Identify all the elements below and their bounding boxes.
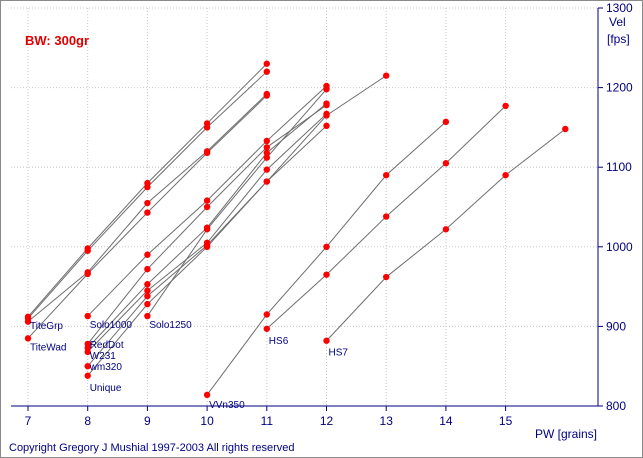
data-point bbox=[84, 363, 91, 370]
data-point bbox=[84, 372, 91, 379]
data-point bbox=[144, 287, 151, 294]
data-point bbox=[203, 197, 211, 204]
data-point bbox=[263, 311, 270, 318]
y-tick-label: 1300 bbox=[606, 1, 633, 15]
data-point bbox=[383, 72, 390, 79]
data-point bbox=[144, 292, 151, 300]
y-axis-label-line2: [fps] bbox=[607, 32, 630, 46]
data-point bbox=[323, 85, 330, 93]
data-point bbox=[203, 391, 211, 399]
y-tick-label: 900 bbox=[606, 319, 626, 333]
axes: 7 8 9 10 11 12 13 14 15 800 900 1000 1100 1200 1300 bbox=[11, 1, 633, 428]
data-point bbox=[263, 92, 270, 99]
series-label: Solo1250 bbox=[149, 320, 192, 331]
data-point bbox=[203, 203, 211, 211]
data-point bbox=[144, 251, 151, 258]
data-point bbox=[203, 243, 211, 250]
data-point bbox=[263, 154, 270, 161]
data-point bbox=[24, 335, 32, 342]
data-point bbox=[144, 209, 151, 216]
y-tick-label: 1100 bbox=[606, 160, 632, 174]
data-point bbox=[442, 160, 450, 167]
data-point bbox=[144, 183, 151, 191]
data-point bbox=[323, 112, 330, 119]
data-point bbox=[203, 149, 211, 157]
data-point bbox=[263, 166, 270, 173]
data-point bbox=[263, 325, 270, 332]
series-label: Unique bbox=[90, 383, 122, 394]
data-point bbox=[323, 337, 330, 344]
data-point bbox=[323, 271, 330, 278]
data-point bbox=[263, 144, 270, 151]
copyright-text: Copyright Gregory J Mushial 1997-2003 Al… bbox=[9, 442, 295, 454]
data-point bbox=[323, 122, 330, 130]
series-label: HS6 bbox=[269, 336, 289, 347]
series-line bbox=[146, 88, 327, 317]
data-point bbox=[263, 149, 270, 157]
data-point bbox=[84, 348, 91, 356]
series-label: VVn350 bbox=[209, 400, 245, 411]
data-point bbox=[442, 226, 450, 233]
data-point bbox=[84, 247, 91, 254]
data-point bbox=[263, 137, 270, 145]
data-point bbox=[383, 171, 390, 179]
series-label: wm320 bbox=[89, 362, 123, 373]
data-point bbox=[144, 265, 151, 273]
series-label: W231 bbox=[90, 351, 117, 362]
data-point bbox=[323, 100, 330, 107]
data-point bbox=[383, 213, 390, 220]
data-point bbox=[263, 68, 270, 75]
data-point bbox=[502, 171, 509, 179]
y-tick-label: 1000 bbox=[606, 240, 633, 254]
x-tick-label: 14 bbox=[439, 414, 453, 428]
data-point bbox=[24, 318, 32, 325]
series-label: HS7 bbox=[329, 348, 349, 359]
data-point bbox=[144, 312, 151, 320]
x-axis-label: PW [grains] bbox=[535, 427, 597, 441]
data-point bbox=[144, 281, 151, 288]
series-label: TiteWad bbox=[30, 342, 67, 353]
series-line bbox=[87, 75, 387, 377]
y-tick-label: 800 bbox=[606, 399, 626, 413]
series-label: RedDot bbox=[90, 340, 124, 351]
series-labels: TiteGrp TiteWad Solo1000 Solo1250 RedDotW231… bbox=[30, 320, 348, 411]
data-points bbox=[24, 60, 569, 399]
data-point bbox=[502, 102, 509, 110]
x-tick-label: 11 bbox=[261, 414, 274, 428]
x-tick-label: 15 bbox=[499, 414, 513, 428]
x-tick-label: 8 bbox=[84, 414, 91, 428]
data-point bbox=[84, 270, 91, 278]
data-point bbox=[323, 243, 330, 250]
x-tick-label: 12 bbox=[320, 414, 334, 428]
data-point bbox=[203, 224, 211, 231]
x-tick-label: 10 bbox=[200, 414, 214, 428]
x-tick-label: 9 bbox=[144, 414, 151, 428]
x-tick-label: 7 bbox=[25, 414, 32, 428]
data-point bbox=[562, 125, 569, 133]
data-point bbox=[84, 312, 91, 320]
data-point bbox=[203, 124, 211, 131]
data-point bbox=[263, 60, 270, 67]
data-point bbox=[144, 300, 151, 308]
series-label: TiteGrp bbox=[30, 321, 63, 332]
y-axis-label-line1: Vel bbox=[609, 15, 626, 29]
series-label: Solo1000 bbox=[90, 320, 133, 331]
chart-title: BW: 300gr bbox=[25, 33, 89, 48]
data-point bbox=[383, 273, 390, 281]
data-point bbox=[263, 178, 270, 185]
x-tick-label: 13 bbox=[380, 414, 394, 428]
data-point bbox=[442, 118, 450, 126]
data-point bbox=[144, 199, 151, 207]
y-tick-label: 1200 bbox=[606, 81, 633, 95]
